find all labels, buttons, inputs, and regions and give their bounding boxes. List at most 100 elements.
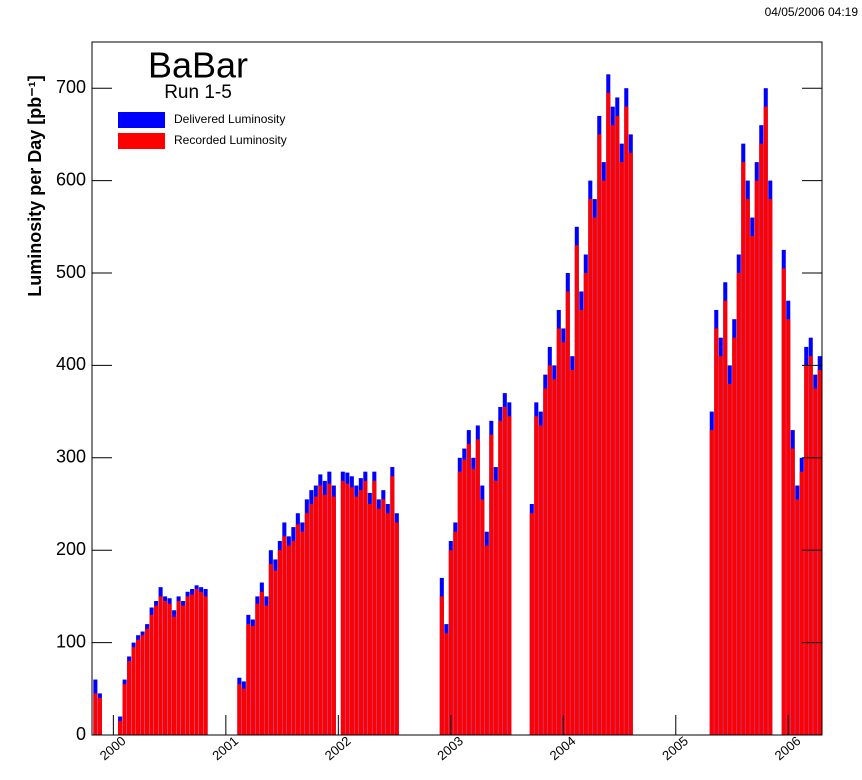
bar	[390, 476, 395, 735]
bar	[799, 471, 804, 735]
bar	[579, 309, 584, 735]
bar	[597, 134, 602, 735]
bar	[709, 430, 714, 735]
bar	[466, 443, 471, 735]
bar	[601, 180, 606, 736]
bar	[246, 624, 251, 735]
bar	[475, 439, 480, 735]
chart-subtitle: Run 1-5	[164, 82, 232, 103]
bar	[154, 605, 159, 735]
bar	[714, 328, 719, 735]
x-tick-label: 2000	[97, 733, 129, 763]
bar	[313, 496, 318, 735]
x-tick-label: 2001	[209, 733, 241, 763]
bar	[199, 591, 204, 735]
bar	[318, 485, 323, 735]
bar	[172, 616, 177, 735]
bar	[331, 496, 336, 735]
bar	[790, 448, 795, 735]
bar	[754, 180, 759, 736]
bar	[241, 688, 246, 735]
chart-title: BaBar	[148, 45, 248, 86]
bar	[624, 106, 629, 736]
legend-label: Delivered Luminosity	[174, 112, 285, 126]
bar	[529, 513, 534, 735]
bar	[543, 388, 548, 735]
bar	[462, 459, 467, 735]
plot-frame	[91, 41, 823, 736]
bar	[345, 483, 350, 735]
bar	[394, 522, 399, 735]
bar	[118, 721, 123, 735]
bar	[534, 416, 539, 735]
bar	[781, 268, 786, 735]
bar	[203, 596, 208, 735]
bar	[122, 684, 127, 735]
bar	[763, 106, 768, 736]
y-tick-label: 100	[56, 631, 86, 651]
bar	[498, 420, 503, 735]
legend-swatch	[118, 112, 165, 128]
legend-swatch	[118, 133, 165, 149]
bar	[813, 388, 818, 735]
bar	[768, 199, 773, 735]
bar	[592, 217, 597, 735]
bar	[264, 605, 269, 735]
bar	[185, 596, 190, 735]
bar	[610, 125, 615, 735]
x-tick-label: 2002	[322, 733, 354, 763]
y-axis-label: Luminosity per Day [pb⁻¹]	[25, 75, 45, 297]
y-tick-label: 300	[56, 447, 86, 467]
bar	[817, 370, 822, 735]
timestamp: 04/05/2006 04:19	[765, 5, 859, 19]
y-tick-label: 0	[76, 724, 86, 744]
bar	[480, 499, 485, 735]
bar	[140, 635, 145, 735]
bar	[181, 605, 186, 735]
bar	[741, 162, 746, 735]
bar	[552, 379, 557, 735]
bar	[255, 603, 260, 735]
bar	[327, 483, 332, 735]
bar	[194, 589, 199, 735]
bar	[372, 480, 377, 735]
y-tick-label: 500	[56, 262, 86, 282]
bar	[556, 328, 561, 735]
bar	[606, 92, 611, 735]
bar	[268, 564, 273, 735]
bar	[574, 245, 579, 735]
bar	[367, 504, 372, 735]
bar	[295, 524, 300, 735]
y-tick-label: 600	[56, 169, 86, 189]
bar	[363, 480, 368, 735]
bar	[93, 693, 98, 735]
bar	[628, 152, 633, 735]
bar	[750, 236, 755, 736]
y-tick-label: 700	[56, 77, 86, 97]
bar	[453, 531, 458, 735]
bar	[167, 603, 172, 735]
bar	[795, 499, 800, 735]
bar	[358, 490, 363, 735]
bar	[381, 499, 386, 735]
bar	[349, 487, 354, 735]
bar	[291, 540, 296, 735]
bar	[507, 416, 512, 735]
bar	[145, 628, 150, 735]
bar	[127, 661, 132, 735]
bar	[493, 480, 498, 735]
bar	[97, 698, 102, 735]
bar	[250, 625, 255, 735]
bar	[745, 199, 750, 735]
legend-label: Recorded Luminosity	[174, 133, 287, 147]
bar	[484, 545, 489, 735]
bar	[808, 356, 813, 735]
bar	[570, 370, 575, 735]
bar	[300, 531, 305, 735]
bar	[259, 591, 264, 735]
bar	[439, 596, 444, 735]
bar	[385, 513, 390, 735]
bar	[322, 494, 327, 735]
bar	[282, 536, 287, 735]
